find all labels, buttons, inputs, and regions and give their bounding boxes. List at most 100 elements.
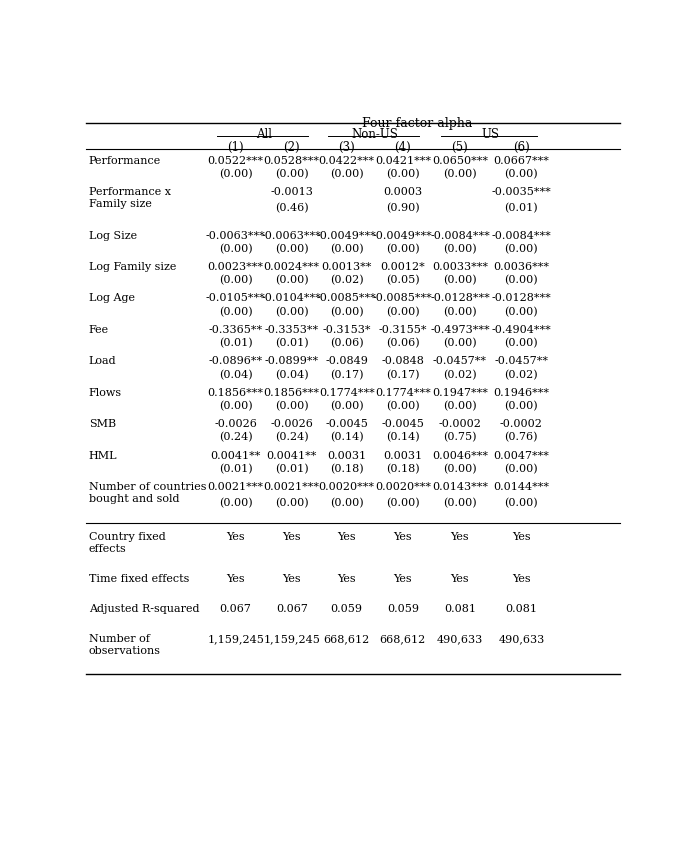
Text: 0.0003: 0.0003 [383, 187, 422, 197]
Text: (0.18): (0.18) [386, 464, 420, 474]
Text: -0.0128***: -0.0128*** [430, 294, 490, 304]
Text: (0.00): (0.00) [275, 243, 309, 254]
Text: -0.0026: -0.0026 [214, 420, 257, 429]
Text: 0.0041**: 0.0041** [267, 451, 317, 460]
Text: (0.04): (0.04) [219, 369, 252, 380]
Text: (0.00): (0.00) [386, 306, 420, 317]
Text: (0.76): (0.76) [504, 432, 538, 443]
Text: Performance: Performance [89, 156, 161, 166]
Text: (0.01): (0.01) [219, 338, 252, 348]
Text: (0.01): (0.01) [504, 203, 538, 214]
Text: (0.17): (0.17) [386, 369, 420, 380]
Text: Yes: Yes [282, 532, 301, 542]
Text: 490,633: 490,633 [437, 634, 483, 644]
Text: -0.3155*: -0.3155* [378, 325, 427, 335]
Text: (0.01): (0.01) [275, 338, 309, 348]
Text: (0.00): (0.00) [386, 243, 420, 254]
Text: 0.1774***: 0.1774*** [375, 388, 431, 397]
Text: Yes: Yes [282, 574, 301, 584]
Text: (0.00): (0.00) [330, 243, 364, 254]
Text: Yes: Yes [393, 532, 412, 542]
Text: 0.081: 0.081 [444, 604, 476, 614]
Text: Yes: Yes [451, 532, 469, 542]
Text: 0.0020***: 0.0020*** [319, 483, 375, 492]
Text: Yes: Yes [393, 574, 412, 584]
Text: (0.00): (0.00) [504, 169, 538, 180]
Text: 0.067: 0.067 [276, 604, 308, 614]
Text: -0.0013: -0.0013 [270, 187, 313, 197]
Text: (0.00): (0.00) [330, 498, 364, 508]
Text: (6): (6) [513, 141, 530, 154]
Text: 0.0667***: 0.0667*** [493, 156, 549, 166]
Text: 0.0012*: 0.0012* [380, 262, 425, 272]
Text: SMB: SMB [89, 420, 116, 429]
Text: (0.00): (0.00) [275, 306, 309, 317]
Text: (0.00): (0.00) [504, 464, 538, 474]
Text: Adjusted R-squared: Adjusted R-squared [89, 604, 199, 614]
Text: Family size: Family size [89, 199, 152, 209]
Text: 0.0013**: 0.0013** [322, 262, 372, 272]
Text: (0.00): (0.00) [386, 498, 420, 508]
Text: (0.90): (0.90) [386, 203, 420, 214]
Text: (0.00): (0.00) [275, 498, 309, 508]
Text: (0.00): (0.00) [443, 338, 477, 348]
Text: -0.0084***: -0.0084*** [430, 231, 490, 241]
Text: -0.0002: -0.0002 [500, 420, 543, 429]
Text: (0.00): (0.00) [219, 275, 252, 285]
Text: 0.0047***: 0.0047*** [493, 451, 549, 460]
Text: -0.0085***: -0.0085*** [317, 294, 377, 304]
Text: Country fixed: Country fixed [89, 532, 165, 542]
Text: (0.14): (0.14) [330, 432, 364, 443]
Text: (5): (5) [451, 141, 469, 154]
Text: (0.00): (0.00) [275, 169, 309, 180]
Text: 0.1856***: 0.1856*** [264, 388, 320, 397]
Text: Non-US: Non-US [351, 129, 398, 141]
Text: Yes: Yes [512, 574, 531, 584]
Text: -0.0049***: -0.0049*** [373, 231, 433, 241]
Text: (0.00): (0.00) [443, 169, 477, 180]
Text: Log Size: Log Size [89, 231, 137, 241]
Text: -0.0104***: -0.0104*** [262, 294, 322, 304]
Text: US: US [482, 129, 500, 141]
Text: -0.0849: -0.0849 [325, 357, 368, 367]
Text: (2): (2) [283, 141, 300, 154]
Text: (0.00): (0.00) [443, 401, 477, 411]
Text: 0.1947***: 0.1947*** [432, 388, 488, 397]
Text: -0.0457**: -0.0457** [494, 357, 548, 367]
Text: (0.06): (0.06) [386, 338, 420, 348]
Text: Yes: Yes [338, 532, 356, 542]
Text: -0.0848: -0.0848 [381, 357, 424, 367]
Text: (0.00): (0.00) [504, 306, 538, 317]
Text: Log Family size: Log Family size [89, 262, 176, 272]
Text: -0.0063***: -0.0063*** [206, 231, 265, 241]
Text: 0.0031: 0.0031 [327, 451, 367, 460]
Text: Log Age: Log Age [89, 294, 135, 304]
Text: (0.18): (0.18) [330, 464, 364, 474]
Text: (0.17): (0.17) [330, 369, 364, 380]
Text: (0.24): (0.24) [219, 432, 252, 443]
Text: (0.00): (0.00) [386, 401, 420, 411]
Text: -0.0026: -0.0026 [270, 420, 313, 429]
Text: 1,159,245: 1,159,245 [263, 634, 320, 644]
Text: (0.00): (0.00) [443, 306, 477, 317]
Text: (0.00): (0.00) [219, 169, 252, 180]
Text: 0.081: 0.081 [505, 604, 537, 614]
Text: Number of: Number of [89, 634, 150, 644]
Text: -0.3365**: -0.3365** [209, 325, 263, 335]
Text: (3): (3) [338, 141, 355, 154]
Text: (0.00): (0.00) [443, 243, 477, 254]
Text: 0.0036***: 0.0036*** [493, 262, 549, 272]
Text: (0.02): (0.02) [330, 275, 364, 285]
Text: (0.00): (0.00) [504, 498, 538, 508]
Text: Time fixed effects: Time fixed effects [89, 574, 189, 584]
Text: (0.00): (0.00) [219, 401, 252, 411]
Text: -0.0128***: -0.0128*** [491, 294, 551, 304]
Text: observations: observations [89, 646, 161, 656]
Text: bought and sold: bought and sold [89, 494, 179, 504]
Text: Fee: Fee [89, 325, 109, 335]
Text: -0.0045: -0.0045 [381, 420, 424, 429]
Text: effects: effects [89, 544, 127, 554]
Text: 0.0021***: 0.0021*** [207, 483, 264, 492]
Text: -0.4904***: -0.4904*** [491, 325, 551, 335]
Text: Yes: Yes [338, 574, 356, 584]
